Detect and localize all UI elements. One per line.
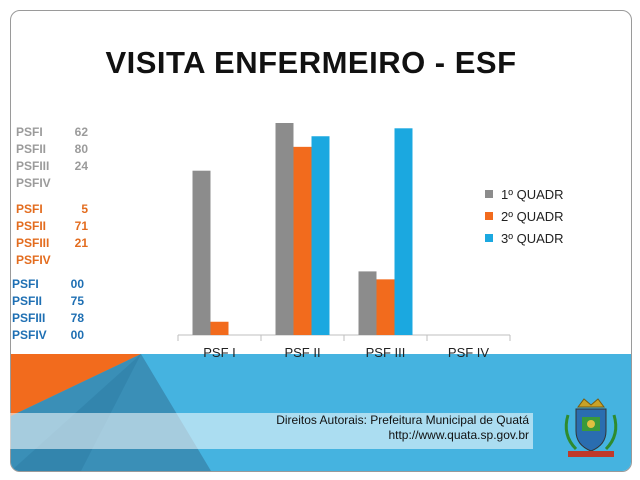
legend-item: 3º QUADR (485, 227, 564, 249)
stats-label: PSFIV (16, 253, 51, 267)
bar (394, 128, 413, 335)
bar (210, 321, 229, 335)
stats-row: PSFIII 78 (12, 310, 84, 327)
stats-row: PSFII 75 (12, 293, 84, 310)
x-tick-label: PSF III (366, 345, 406, 360)
bar-chart: PSF I PSF II PSF III PSF IV (177, 123, 511, 360)
bar (376, 279, 395, 335)
legend-swatch (485, 234, 493, 242)
stats-value: 75 (70, 294, 84, 308)
x-tick-label: PSF II (284, 345, 320, 360)
copyright-text: Direitos Autorais: Prefeitura Municipal … (276, 413, 529, 427)
legend-swatch (485, 212, 493, 220)
stats-group-1: PSFI 62 PSFII 80 PSFIII 24 PSFIV (16, 124, 88, 192)
stats-value: 5 (81, 202, 88, 216)
stats-value: 80 (74, 142, 88, 156)
stats-label: PSFIII (16, 159, 50, 173)
stats-value: 62 (74, 125, 88, 139)
stats-value: 00 (70, 328, 84, 342)
bar (192, 170, 211, 335)
stats-value: 00 (70, 277, 84, 291)
stats-row: PSFII 80 (16, 141, 88, 158)
stats-row: PSFI 5 (16, 201, 88, 218)
bar (275, 123, 294, 335)
slide: VISITA ENFERMEIRO - ESF (10, 10, 632, 472)
stats-value (64, 175, 88, 192)
bar (293, 146, 312, 335)
stats-row: PSFII 71 (16, 218, 88, 235)
legend-swatch (485, 190, 493, 198)
stats-group-2: PSFI 5 PSFII 71 PSFIII 21 PSFIV (16, 201, 88, 269)
stats-row: PSFIV (16, 252, 88, 269)
footer-credits: Direitos Autorais: Prefeitura Municipal … (8, 413, 533, 449)
stats-row: PSFIII 21 (16, 235, 88, 252)
municipal-crest-icon (560, 395, 622, 468)
stats-label: PSFIV (12, 328, 47, 342)
stats-label: PSFIII (12, 311, 46, 325)
stats-value: 21 (74, 236, 88, 250)
stats-value: 71 (74, 219, 88, 233)
stats-label: PSFII (16, 142, 47, 156)
stats-label: PSFIII (16, 236, 50, 250)
bar (358, 271, 377, 335)
stats-value: 78 (70, 311, 84, 325)
stats-row: PSFIV (16, 175, 88, 192)
stats-label: PSFI (12, 277, 39, 291)
x-tick-label: PSF IV (448, 345, 490, 360)
stats-row: PSFIV 00 (12, 327, 84, 344)
bar (311, 136, 330, 335)
stats-row: PSFIII 24 (16, 158, 88, 175)
stats-label: PSFIV (16, 176, 51, 190)
x-tick-label: PSF I (203, 345, 236, 360)
stats-label: PSFI (16, 202, 43, 216)
legend-label: 2º QUADR (501, 208, 564, 224)
stats-row: PSFI 00 (12, 276, 84, 293)
page-title: VISITA ENFERMEIRO - ESF (105, 45, 517, 80)
legend-item: 2º QUADR (485, 205, 564, 227)
decorative-band (11, 354, 631, 471)
stats-label: PSFII (12, 294, 43, 308)
stats-label: PSFI (16, 125, 43, 139)
stats-group-3: PSFI 00 PSFII 75 PSFIII 78 PSFIV 00 (12, 276, 84, 344)
stats-label: PSFII (16, 219, 47, 233)
legend-item: 1º QUADR (485, 183, 564, 205)
stats-value: 24 (74, 159, 88, 173)
stats-row: PSFI 62 (16, 124, 88, 141)
chart-legend: 1º QUADR 2º QUADR 3º QUADR (485, 183, 564, 249)
legend-label: 3º QUADR (501, 230, 564, 246)
legend-label: 1º QUADR (501, 186, 564, 202)
stats-value (64, 252, 88, 269)
website-link[interactable]: http://www.quata.sp.gov.br (388, 428, 529, 442)
